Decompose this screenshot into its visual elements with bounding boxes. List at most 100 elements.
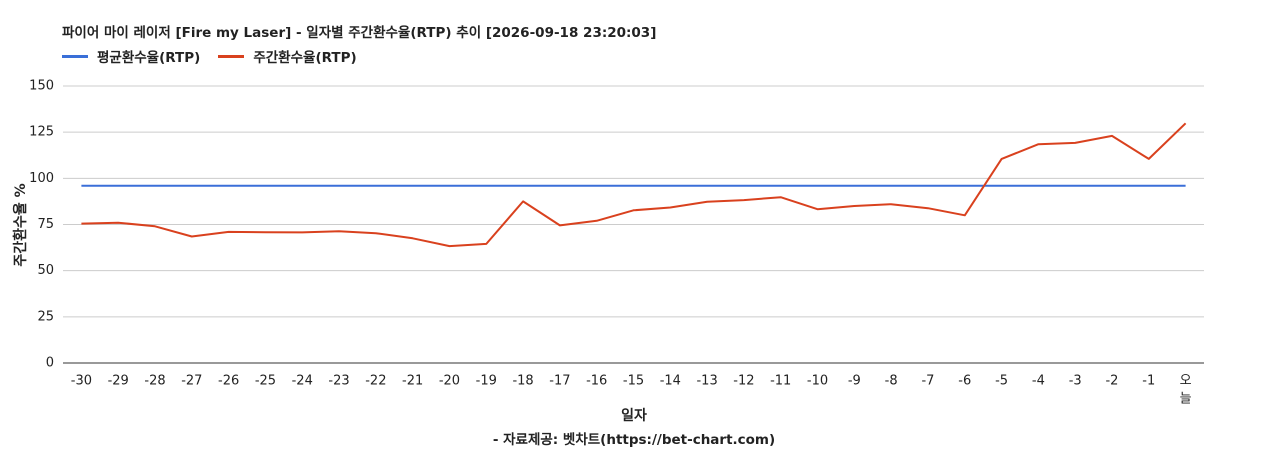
data-point-average[interactable] (1146, 183, 1151, 188)
data-point-average[interactable] (778, 183, 783, 188)
data-point-weekly[interactable] (962, 213, 967, 218)
data-point-weekly[interactable] (925, 206, 930, 211)
data-point-average[interactable] (153, 183, 158, 188)
data-point-weekly[interactable] (815, 207, 820, 212)
data-point-average[interactable] (1036, 183, 1041, 188)
data-point-average[interactable] (1073, 183, 1078, 188)
x-tick-label: -8 (885, 374, 898, 389)
x-tick-label: -1 (1142, 374, 1155, 389)
legend-item-weekly[interactable]: 주간환수율(RTP) (218, 46, 357, 66)
data-point-average[interactable] (705, 183, 710, 188)
x-tick-label: -4 (1032, 374, 1045, 389)
data-point-average[interactable] (300, 183, 305, 188)
x-tick-label: -10 (807, 374, 828, 389)
data-point-weekly[interactable] (521, 199, 526, 204)
x-tick-label: -15 (623, 374, 644, 389)
data-point-weekly[interactable] (447, 244, 452, 249)
x-tick-label: -7 (921, 374, 934, 389)
series-line-weekly (81, 122, 1187, 248)
y-tick-label: 75 (37, 217, 54, 232)
x-tick-label: -22 (365, 374, 386, 389)
data-point-weekly[interactable] (631, 208, 636, 213)
data-point-weekly[interactable] (1109, 133, 1114, 138)
data-credit: - 자료제공: 벳차트(https://bet-chart.com) (492, 432, 776, 448)
y-tick-label: 150 (29, 79, 54, 94)
data-point-weekly[interactable] (373, 231, 378, 236)
data-point-weekly[interactable] (410, 236, 415, 241)
data-point-average[interactable] (189, 183, 194, 188)
data-point-weekly[interactable] (999, 156, 1004, 161)
x-tick-label: -19 (476, 374, 497, 389)
data-point-weekly[interactable] (705, 199, 710, 204)
data-point-average[interactable] (852, 183, 857, 188)
y-tick-label: 100 (29, 171, 54, 186)
data-point-average[interactable] (741, 183, 746, 188)
legend-item-average[interactable]: 평균환수율(RTP) (62, 46, 200, 66)
x-tick-label: -27 (181, 374, 202, 389)
x-tick-label: 늘 (1180, 392, 1192, 407)
data-point-weekly[interactable] (852, 204, 857, 209)
data-point-weekly[interactable] (153, 224, 158, 229)
x-tick-label: -16 (586, 374, 607, 389)
data-point-average[interactable] (925, 183, 930, 188)
data-point-weekly[interactable] (226, 229, 231, 234)
data-point-weekly[interactable] (300, 230, 305, 235)
y-tick-label: 25 (37, 309, 54, 324)
data-point-weekly[interactable] (116, 220, 121, 225)
data-point-weekly[interactable] (337, 229, 342, 234)
x-tick-label: -25 (255, 374, 276, 389)
x-tick-label: -12 (733, 374, 754, 389)
gridlines (63, 85, 1204, 364)
data-point-weekly[interactable] (263, 230, 268, 235)
data-point-average[interactable] (1183, 183, 1188, 188)
x-tick-label: 오 (1180, 374, 1192, 389)
data-point-average[interactable] (889, 183, 894, 188)
chart-title: 파이어 마이 레이저 [Fire my Laser] - 일자별 주간환수율(R… (62, 25, 657, 41)
data-point-weekly[interactable] (778, 195, 783, 200)
data-point-weekly[interactable] (1073, 140, 1078, 145)
data-point-weekly[interactable] (668, 205, 673, 210)
data-point-average[interactable] (79, 183, 84, 188)
x-tick-label: -5 (995, 374, 1008, 389)
data-point-average[interactable] (373, 183, 378, 188)
data-point-average[interactable] (594, 183, 599, 188)
data-point-average[interactable] (631, 183, 636, 188)
data-point-weekly[interactable] (1146, 156, 1151, 161)
x-tick-label: -13 (696, 374, 717, 389)
data-point-average[interactable] (447, 183, 452, 188)
data-point-average[interactable] (263, 183, 268, 188)
x-tick-label: -21 (402, 374, 423, 389)
legend-swatch-weekly (218, 54, 245, 58)
data-point-weekly[interactable] (889, 202, 894, 207)
legend: 평균환수율(RTP) 주간환수율(RTP) (62, 46, 375, 66)
x-tick-label: -11 (770, 374, 791, 389)
x-tick-label: -2 (1105, 374, 1118, 389)
x-tick-label: -26 (218, 374, 239, 389)
data-point-average[interactable] (815, 183, 820, 188)
legend-label-average: 평균환수율(RTP) (97, 50, 201, 66)
data-point-weekly[interactable] (1036, 142, 1041, 147)
data-point-average[interactable] (226, 183, 231, 188)
data-point-weekly[interactable] (79, 221, 84, 226)
data-point-weekly[interactable] (1183, 121, 1188, 126)
data-point-average[interactable] (484, 183, 489, 188)
data-point-weekly[interactable] (741, 198, 746, 203)
legend-label-weekly: 주간환수율(RTP) (253, 50, 357, 66)
data-point-average[interactable] (337, 183, 342, 188)
data-point-average[interactable] (999, 183, 1004, 188)
data-point-weekly[interactable] (189, 234, 194, 239)
x-tick-label: -30 (71, 374, 92, 389)
data-point-average[interactable] (1109, 183, 1114, 188)
data-point-average[interactable] (116, 183, 121, 188)
data-point-average[interactable] (668, 183, 673, 188)
data-point-weekly[interactable] (557, 223, 562, 228)
data-point-weekly[interactable] (484, 241, 489, 246)
data-point-average[interactable] (521, 183, 526, 188)
x-tick-label: -6 (958, 374, 971, 389)
data-point-average[interactable] (410, 183, 415, 188)
x-tick-label: -17 (549, 374, 570, 389)
data-point-average[interactable] (962, 183, 967, 188)
data-point-average[interactable] (557, 183, 562, 188)
data-point-weekly[interactable] (594, 218, 599, 223)
